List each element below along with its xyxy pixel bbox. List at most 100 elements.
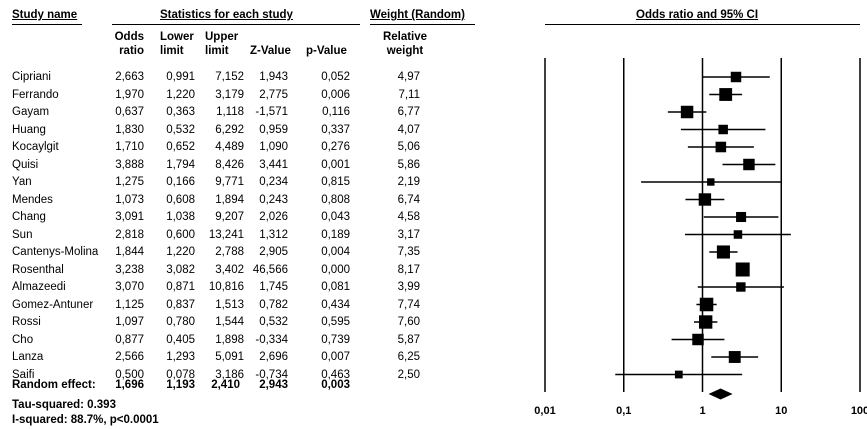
relative-weight: 2,50: [397, 368, 420, 381]
relative-weight: 3,17: [397, 228, 420, 241]
weight-header: Weight (Random): [370, 9, 465, 21]
study-header-rule: [12, 24, 82, 25]
relative-weight: 5,87: [397, 333, 420, 346]
stats-header: Statistics for each study: [160, 9, 293, 21]
summary-p: 0,003: [321, 379, 350, 391]
study-marker: [730, 71, 742, 83]
tick-label: 100: [851, 405, 867, 417]
odds-ratio: 3,091: [115, 211, 144, 223]
relative-weight: 4,07: [397, 123, 420, 136]
relative-weight: 7,11: [398, 88, 420, 101]
study-marker: [736, 282, 746, 292]
study-name: Gomez-Antuner: [12, 298, 94, 311]
study-name: Cantenys-Molina: [12, 246, 99, 258]
study-name: Kocaylgit: [12, 141, 59, 153]
study-name: Sun: [12, 228, 33, 241]
p-value: 0,001: [321, 158, 350, 171]
z-value: 3,441: [259, 158, 288, 171]
relative-weight: 4,58: [397, 211, 420, 223]
relative-weight: 4,97: [397, 71, 420, 83]
relative-weight: 2,19: [397, 176, 420, 188]
p-value: 0,052: [321, 71, 350, 83]
stats-header-rule: [112, 24, 360, 25]
z-value: 1,090: [259, 141, 288, 153]
study-marker: [674, 370, 683, 379]
lower-limit: 0,078: [166, 368, 195, 381]
p-value: 0,006: [321, 88, 350, 101]
odds-ratio: 1,125: [115, 298, 144, 311]
relative-weight: 6,74: [397, 193, 420, 206]
plot-header: Odds ratio and 95% CI: [636, 9, 759, 21]
upper-limit: 1,898: [215, 333, 244, 346]
study-name: Cipriani: [12, 71, 51, 83]
study-marker: [743, 158, 755, 171]
relative-weight: 5,86: [397, 158, 420, 171]
z-value: 2,905: [259, 246, 288, 258]
study-marker: [736, 211, 747, 223]
tick-label: 0,1: [616, 405, 631, 417]
study-marker: [698, 315, 713, 329]
odds-ratio: 3,070: [115, 281, 144, 293]
summary-lower: 1,193: [166, 379, 195, 391]
study-name: Quisi: [12, 158, 39, 171]
odds-ratio: 1,970: [115, 88, 144, 101]
p-value: 0,739: [321, 333, 350, 346]
study-marker: [718, 124, 728, 135]
upper-limit: 1,513: [215, 298, 244, 311]
study-marker: [707, 178, 715, 186]
z-value: 0,234: [259, 176, 288, 188]
p-value: 0,276: [321, 141, 350, 153]
upper-limit: 3,402: [215, 263, 244, 276]
odds-ratio: 3,238: [115, 263, 144, 276]
study-marker: [715, 141, 727, 153]
z-col-header: Z-Value: [250, 45, 291, 57]
weight-col-header: Relative weight: [382, 31, 428, 57]
odds-ratio: 2,818: [115, 228, 144, 241]
upper-limit: 9,207: [215, 211, 244, 223]
upper-limit: 10,816: [208, 281, 244, 293]
upper-limit: 13,241: [208, 228, 244, 241]
z-value: 1,312: [259, 228, 288, 241]
relative-weight: 6,77: [397, 106, 420, 118]
study-name: Huang: [12, 123, 46, 136]
upper-limit: 8,426: [215, 158, 244, 171]
lower-limit: 0,363: [166, 106, 195, 118]
lower-limit: 0,780: [166, 316, 195, 328]
upper-limit: 9,771: [215, 176, 244, 188]
i-squared: I-squared: 88.7%, p<0.0001: [12, 414, 159, 426]
relative-weight: 3,99: [397, 281, 420, 293]
lower-limit: 0,532: [166, 123, 195, 136]
upper-limit: 2,788: [215, 246, 244, 258]
or-col-header: Odds ratio: [114, 31, 144, 57]
p-value: 0,043: [321, 211, 350, 223]
plot-header-rule: [545, 24, 860, 25]
lower-limit: 3,082: [166, 263, 195, 276]
study-marker: [728, 351, 741, 363]
upper-limit: 1,544: [215, 316, 244, 328]
z-value: 1,943: [259, 71, 288, 83]
z-value: 1,745: [259, 281, 288, 293]
lower-limit: 0,871: [166, 281, 195, 293]
odds-ratio: 1,275: [115, 176, 144, 188]
p-value: 0,189: [321, 228, 350, 241]
upper-limit: 6,292: [215, 123, 244, 136]
p-value: 0,337: [321, 123, 350, 136]
odds-ratio: 1,830: [115, 123, 144, 136]
lower-limit: 0,405: [166, 333, 195, 346]
study-name: Lanza: [12, 351, 44, 363]
lower-limit: 0,166: [166, 176, 195, 188]
study-marker: [699, 297, 714, 312]
odds-ratio: 3,888: [115, 158, 144, 171]
study-marker: [733, 230, 743, 239]
p-value: 0,815: [321, 176, 350, 188]
lower-limit: 1,038: [166, 211, 195, 223]
study-name: Almazeedi: [12, 281, 66, 293]
odds-ratio: 0,877: [115, 333, 144, 346]
upper-limit: 5,091: [215, 351, 244, 363]
summary-upper: 2,410: [211, 379, 240, 391]
upper-limit: 7,152: [215, 71, 244, 83]
summary-or: 1,696: [115, 379, 144, 391]
odds-ratio: 1,710: [115, 141, 144, 153]
z-value: 46,566: [252, 263, 288, 276]
